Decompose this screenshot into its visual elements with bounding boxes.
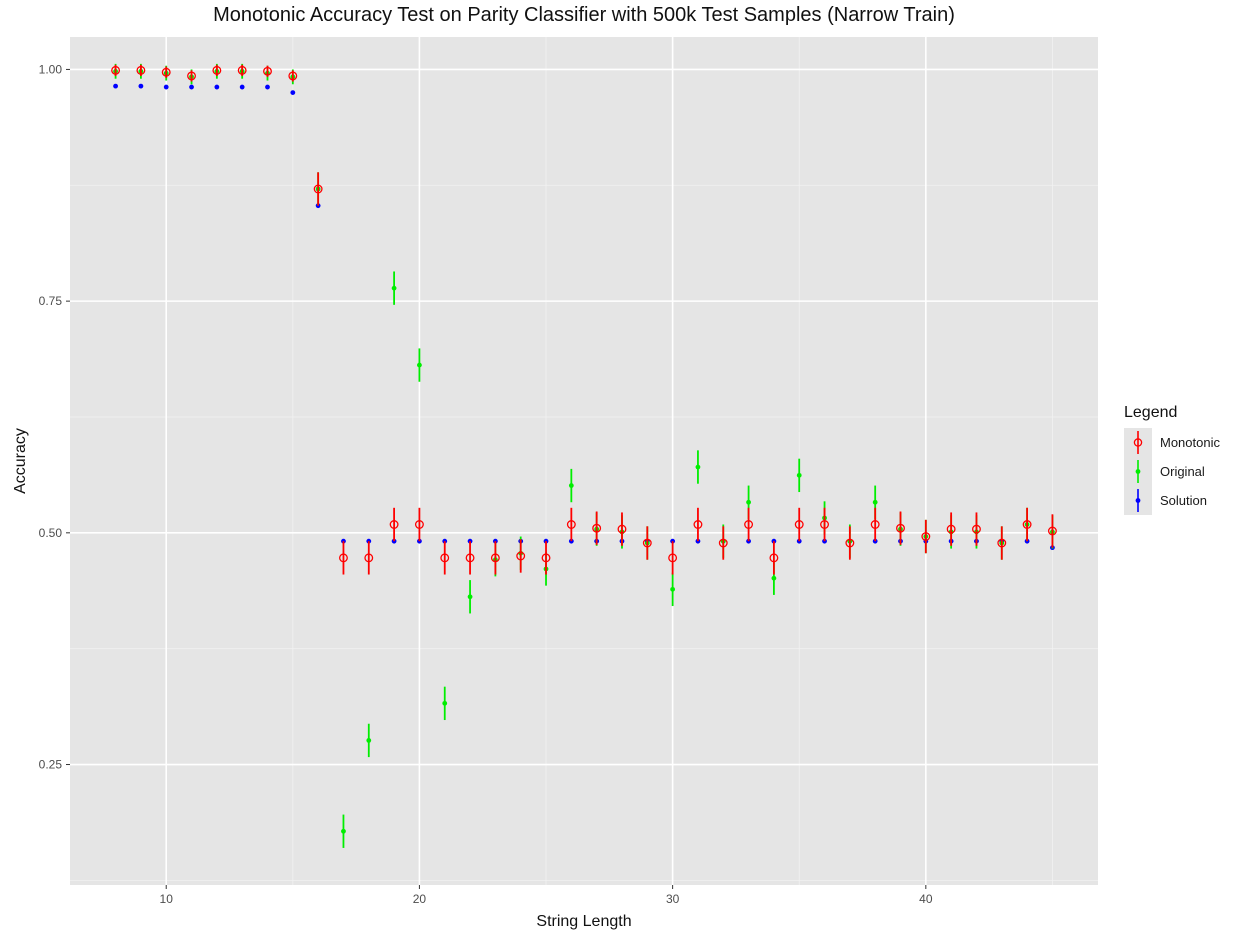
monotonic-point [1047, 526, 1057, 536]
solution-point [189, 84, 194, 90]
y-tick-label: 0.50 [39, 526, 63, 540]
monotonic-point [339, 553, 348, 563]
legend-item-monotonic: Monotonic [1124, 428, 1220, 457]
original-point [695, 464, 701, 470]
solution-point [163, 84, 169, 90]
solution-point [214, 84, 220, 90]
monotonic-point [921, 532, 931, 541]
monotonic-point [794, 520, 804, 529]
x-axis-title: String Length [536, 913, 631, 930]
monotonic-point [1022, 520, 1032, 529]
solution-point [265, 84, 270, 90]
monotonic-point [263, 66, 272, 76]
major-gridlines [70, 37, 1098, 885]
legend-item-original: Original [1124, 457, 1220, 486]
y-tick-label: 0.25 [39, 758, 63, 772]
minor-gridlines [70, 37, 1098, 885]
original-point [366, 738, 372, 743]
original-point [467, 594, 473, 600]
y-axis-title: Accuracy [12, 428, 29, 494]
y-tick-label: 1.00 [39, 62, 63, 76]
monotonic-point [313, 184, 323, 194]
monotonic-point [440, 553, 450, 563]
x-tick-label: 30 [666, 892, 680, 906]
x-tick-label: 20 [413, 892, 427, 906]
monotonic-point [997, 538, 1007, 548]
monotonic-point [668, 553, 678, 563]
monotonic-point [744, 520, 754, 529]
monotonic-point [237, 65, 247, 75]
monotonic-point [820, 520, 829, 529]
monotonic-point [845, 538, 855, 548]
monotonic-point [592, 523, 602, 533]
original-point [771, 575, 777, 581]
monotonic-point [187, 71, 196, 81]
x-tick-label: 10 [160, 892, 174, 906]
original-point [417, 362, 422, 368]
monotonic-point [364, 553, 374, 563]
series-layer [111, 63, 1057, 848]
legend-title: Legend [1124, 404, 1178, 421]
original-point [872, 499, 878, 505]
legend: Legend Monotonic Original Solution [1124, 404, 1220, 515]
axis-ticks: 10 20 30 40 0.25 0.50 0.75 1.00 [39, 62, 933, 906]
monotonic-point [693, 520, 703, 529]
original-point [442, 700, 448, 706]
series-monotonic [111, 64, 1057, 575]
monotonic-point [212, 65, 222, 75]
monotonic-point [972, 524, 981, 534]
original-point [746, 499, 751, 505]
original-point [341, 828, 346, 834]
monotonic-point [288, 71, 298, 81]
monotonic-point [769, 553, 779, 563]
monotonic-point [516, 551, 526, 561]
legend-key-solution [1124, 486, 1152, 515]
legend-label-solution: Solution [1160, 493, 1207, 508]
monotonic-point [566, 520, 576, 529]
monotonic-point [136, 65, 146, 75]
monotonic-point [617, 524, 627, 534]
monotonic-point [414, 520, 424, 529]
plot-panel [70, 37, 1098, 885]
monotonic-point [111, 65, 121, 75]
solution-point [113, 83, 118, 89]
x-tick-label: 40 [919, 892, 933, 906]
original-point [391, 285, 397, 291]
legend-label-monotonic: Monotonic [1160, 435, 1220, 450]
original-point [796, 472, 802, 478]
y-tick-label: 0.75 [39, 294, 63, 308]
monotonic-point [389, 520, 399, 529]
monotonic-point [946, 524, 956, 534]
solution-point [290, 90, 296, 96]
legend-key-monotonic [1124, 428, 1152, 457]
monotonic-point [896, 523, 905, 533]
monotonic-point [161, 67, 171, 77]
monotonic-point [541, 553, 551, 563]
monotonic-point [718, 538, 728, 548]
solution-point [138, 83, 144, 89]
legend-item-solution: Solution [1124, 486, 1220, 515]
legend-label-original: Original [1160, 464, 1205, 479]
solution-point [239, 84, 245, 90]
chart-title: Monotonic Accuracy Test on Parity Classi… [213, 4, 955, 26]
monotonic-point [490, 553, 500, 563]
legend-key-original [1124, 457, 1152, 486]
monotonic-point [465, 553, 475, 563]
original-point [670, 586, 676, 592]
monotonic-point [642, 538, 652, 548]
monotonic-point [870, 520, 880, 529]
original-point [568, 483, 574, 488]
